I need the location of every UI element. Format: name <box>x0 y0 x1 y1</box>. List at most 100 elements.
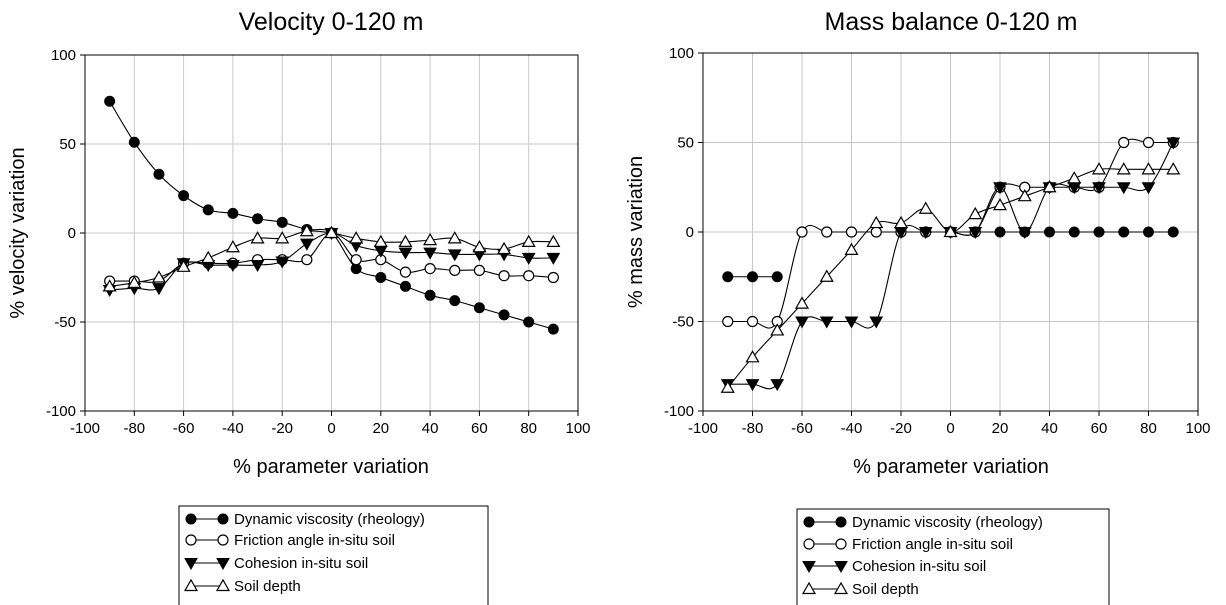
data-point <box>423 247 437 260</box>
data-point <box>918 201 933 214</box>
chart-title: Velocity 0-120 m <box>239 8 424 36</box>
legend-label: Dynamic viscosity (rheology) <box>852 514 1043 531</box>
legend-label: Friction angle in-situ soil <box>852 536 1013 553</box>
data-point <box>423 232 438 246</box>
data-point <box>746 315 759 328</box>
data-point <box>449 295 461 307</box>
data-point <box>473 302 485 314</box>
legend-label: Soil depth <box>852 581 919 598</box>
x-tick-label: 100 <box>565 420 590 437</box>
data-point <box>943 224 958 238</box>
x-tick-label: 100 <box>1185 420 1210 437</box>
data-point <box>1067 171 1082 184</box>
series-3 <box>720 137 1181 392</box>
data-point <box>1143 226 1154 238</box>
data-point <box>968 206 983 220</box>
data-point <box>225 240 240 253</box>
legend-label: Cohesion in-situ soil <box>852 558 986 575</box>
data-point <box>424 263 436 275</box>
data-point <box>498 309 510 321</box>
data-point <box>918 227 933 240</box>
x-axis-label: % parameter variation <box>853 456 1049 478</box>
x-tick-label: 60 <box>471 420 488 437</box>
data-point <box>1166 137 1181 150</box>
data-point <box>1167 226 1179 238</box>
data-point <box>127 275 142 288</box>
data-point <box>498 270 510 282</box>
velocity-chart: Velocity 0-120 m % parameter variation %… <box>7 8 591 605</box>
legend-label: Cohesion in-situ soil <box>234 555 368 572</box>
x-tick-label: -40 <box>222 420 244 437</box>
y-tick-label: 0 <box>68 225 76 242</box>
data-point <box>424 289 436 301</box>
data-point <box>770 379 785 392</box>
data-point <box>968 227 983 240</box>
legend-label: Soil depth <box>234 578 301 595</box>
data-point <box>104 95 116 107</box>
x-tick-label: -20 <box>271 420 293 437</box>
series-4 <box>720 162 1181 393</box>
x-tick-label: -100 <box>688 420 718 437</box>
data-point <box>795 316 809 329</box>
data-point <box>324 225 339 239</box>
data-point <box>1116 182 1131 195</box>
data-point <box>835 538 847 550</box>
data-point <box>201 250 216 264</box>
data-point <box>821 226 833 238</box>
data-point <box>250 260 265 273</box>
data-point <box>276 216 288 228</box>
data-point <box>720 380 735 393</box>
data-point <box>373 234 388 247</box>
y-tick-label: -50 <box>672 314 694 331</box>
y-tick-label: -50 <box>54 314 76 331</box>
data-point <box>217 534 229 546</box>
data-point <box>151 270 166 283</box>
data-point <box>217 513 229 525</box>
data-point <box>801 581 817 595</box>
data-point <box>184 558 198 571</box>
y-tick-label: 100 <box>669 45 694 62</box>
data-point <box>835 516 847 528</box>
data-point <box>521 234 536 247</box>
x-tick-label: 80 <box>1140 420 1157 437</box>
x-tick-label: 20 <box>372 420 389 437</box>
data-point <box>1017 227 1032 240</box>
data-point <box>152 283 166 296</box>
legend: Dynamic viscosity (rheology) Friction ang… <box>796 508 1110 605</box>
data-point <box>722 271 734 283</box>
data-point <box>994 226 1006 238</box>
data-point <box>869 316 884 329</box>
data-point <box>102 279 117 292</box>
data-point <box>819 316 834 329</box>
data-point <box>993 182 1007 195</box>
data-point <box>227 207 239 219</box>
x-axis-label: % parameter variation <box>233 456 429 478</box>
y-tick-label: 50 <box>59 136 76 153</box>
data-point <box>398 247 413 260</box>
y-tick-label: 100 <box>51 47 76 64</box>
data-point <box>794 296 810 309</box>
data-point <box>870 226 882 238</box>
data-point <box>547 271 559 284</box>
data-point <box>178 190 190 202</box>
data-point <box>215 578 231 592</box>
data-point <box>745 350 760 363</box>
data-point <box>1166 162 1181 175</box>
data-point <box>845 226 858 238</box>
data-point <box>771 271 783 283</box>
data-point <box>1093 226 1105 238</box>
legend-label: Friction angle in-situ soil <box>234 532 395 549</box>
data-point <box>1142 136 1155 149</box>
legend-label: Dynamic viscosity (rheology) <box>234 511 425 528</box>
data-point <box>834 561 848 574</box>
x-tick-label: -60 <box>173 420 195 437</box>
data-point <box>153 168 165 180</box>
x-tick-label: -80 <box>742 420 764 437</box>
data-point <box>1118 226 1130 238</box>
x-tick-label: 20 <box>992 420 1009 437</box>
data-point <box>844 242 859 255</box>
data-point <box>1044 226 1055 238</box>
data-point <box>1141 162 1156 175</box>
data-point <box>1092 182 1106 195</box>
data-point <box>299 224 314 237</box>
